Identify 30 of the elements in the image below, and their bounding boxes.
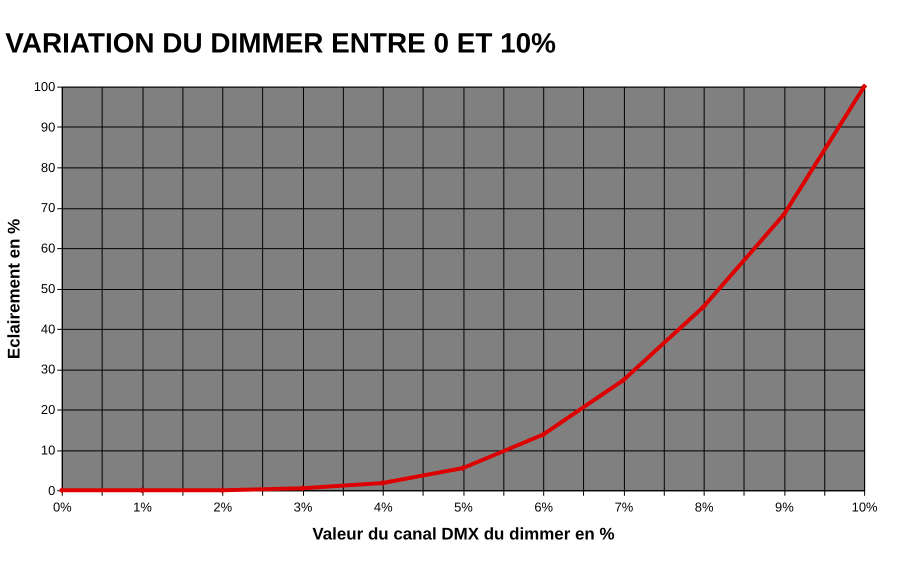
y-tick-label: 100: [34, 79, 56, 94]
point: [540, 431, 546, 438]
x-tick-label: 10%: [852, 500, 878, 515]
x-tick-label: 1%: [133, 500, 152, 515]
x-tick-label: 6%: [534, 500, 554, 515]
y-tick-label: 80: [40, 160, 56, 175]
y-axis-title: Eclairement en %: [4, 218, 24, 360]
point: [780, 211, 788, 218]
y-tick-label: 10: [40, 442, 56, 458]
y-tick-label: 30: [40, 362, 56, 377]
x-tick-label: 7%: [614, 500, 634, 515]
x-tick-label: 2%: [213, 500, 233, 515]
y-tick-label: 20: [40, 402, 56, 418]
y-tick-label: 40: [40, 321, 56, 336]
x-tick-label: 9%: [775, 500, 794, 515]
x-tick-label: 5%: [454, 500, 474, 515]
y-tick-label: 60: [40, 240, 56, 256]
point: [700, 303, 707, 310]
x-tick-label: 4%: [374, 500, 394, 515]
point: [620, 376, 627, 384]
point: [860, 83, 868, 90]
y-tick-label: 70: [40, 200, 56, 216]
x-tick-label: 3%: [294, 500, 313, 515]
y-tick-label: 90: [40, 119, 56, 134]
chart-title: VARIATION DU DIMMER ENTRE 0 ET 10%: [5, 28, 556, 59]
x-tick-label: 0%: [52, 500, 72, 515]
x-tick-label: 8%: [694, 500, 714, 515]
y-tick-label: 0: [48, 482, 56, 498]
x-axis-title: Valeur du canal DMX du dimmer en %: [312, 524, 615, 544]
y-tick-label: 50: [40, 280, 56, 296]
